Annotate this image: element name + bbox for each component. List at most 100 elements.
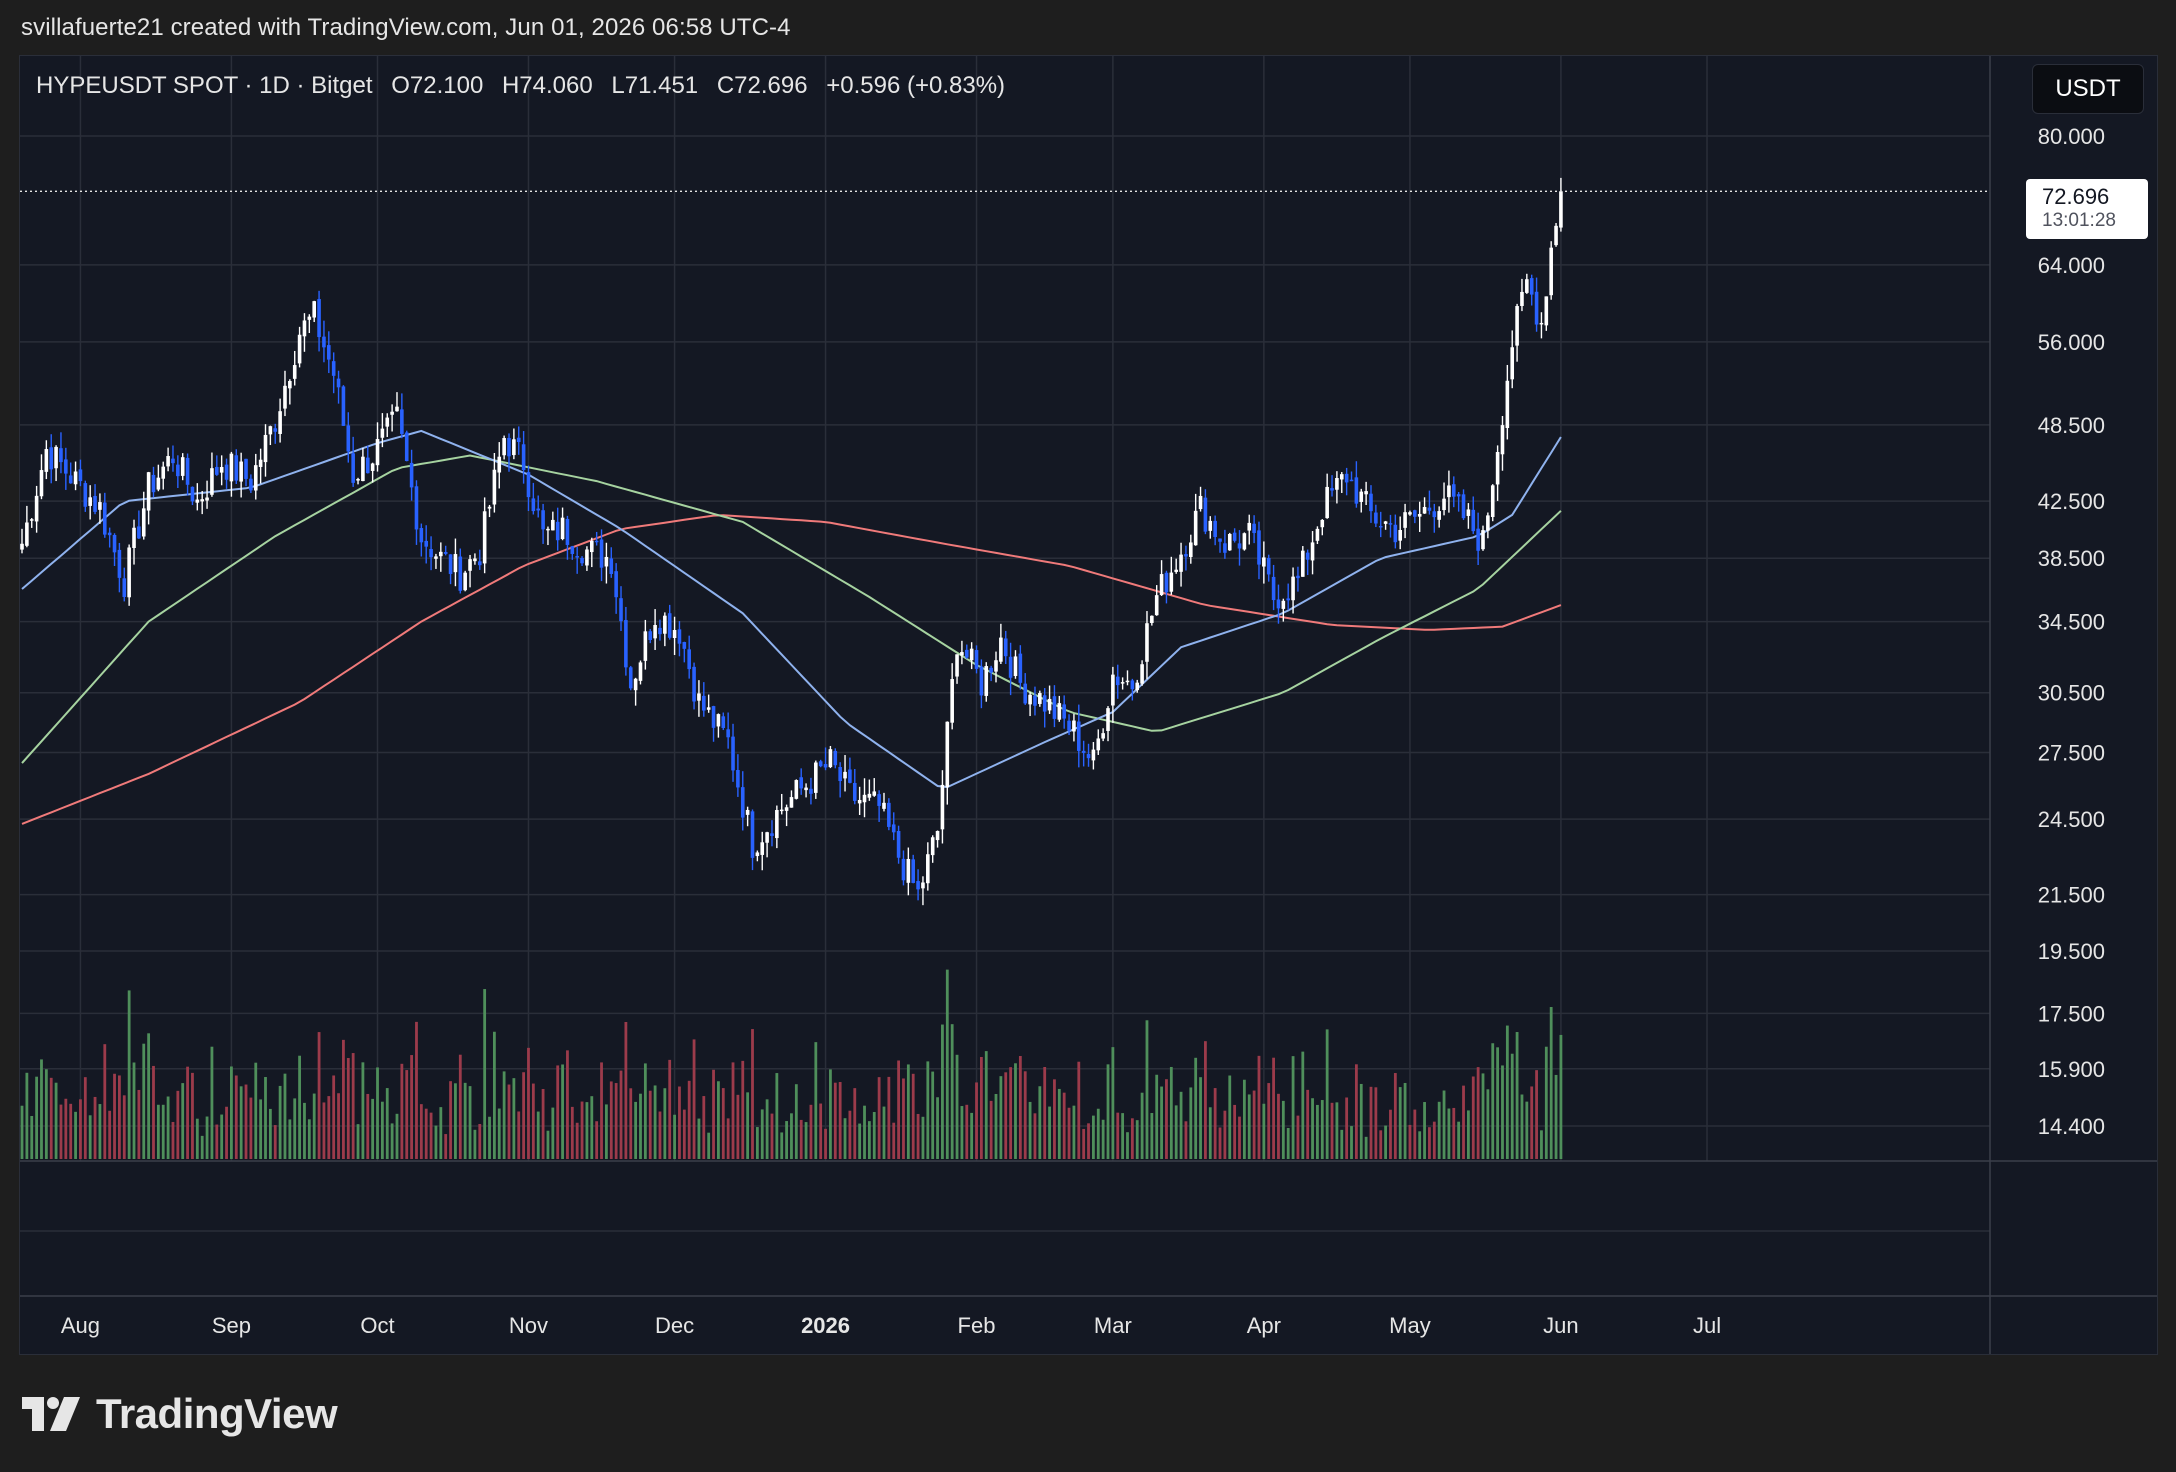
candle-body	[297, 334, 302, 364]
volume-bar	[259, 1099, 263, 1159]
volume-bar	[1549, 1007, 1553, 1159]
candle-body	[560, 517, 565, 540]
volume-bar	[570, 1106, 574, 1159]
candle-body	[848, 769, 852, 783]
volume-bar	[225, 1106, 228, 1159]
volume-bar	[1359, 1083, 1363, 1159]
candle-body	[302, 320, 307, 337]
volume-bar	[1296, 1115, 1300, 1159]
candle-body	[1486, 515, 1490, 531]
candle-body	[921, 882, 925, 889]
volume-bar	[1354, 1064, 1358, 1159]
candle-body	[477, 561, 482, 566]
volume-bar	[288, 1119, 292, 1159]
volume-bar	[770, 1113, 774, 1159]
candle-body	[492, 469, 497, 505]
candle-body	[1291, 576, 1295, 601]
volume-bar	[541, 1089, 545, 1159]
volume-bar	[858, 1123, 862, 1159]
candle-body	[73, 471, 78, 485]
candle-body	[1106, 708, 1110, 731]
candle-body	[960, 652, 964, 656]
candle-body	[419, 528, 424, 543]
tradingview-brand[interactable]: TradingView	[22, 1390, 338, 1438]
volume-bar	[512, 1078, 516, 1159]
volume-bar	[230, 1066, 233, 1159]
volume-bar	[278, 1085, 282, 1159]
volume-bar	[551, 1107, 555, 1159]
volume-bar	[1418, 1131, 1422, 1159]
candle-body	[1427, 507, 1432, 511]
volume-bar	[712, 1069, 715, 1159]
currency-button[interactable]: USDT	[2032, 64, 2144, 114]
volume-bar	[1238, 1116, 1241, 1159]
candle-body	[779, 809, 784, 812]
volume-bar	[332, 1075, 336, 1159]
candle-body	[882, 802, 886, 809]
volume-bar	[595, 1121, 599, 1159]
candle-body	[1461, 494, 1466, 519]
volume-bar	[1242, 1079, 1246, 1159]
candle-body	[1232, 532, 1237, 541]
candle-body	[979, 666, 984, 696]
candle-body	[1271, 576, 1276, 601]
volume-bar	[118, 1075, 121, 1159]
volume-bar	[975, 1082, 978, 1159]
candle-body	[1315, 528, 1320, 541]
close-value: C72.696	[716, 72, 808, 99]
volume-bar	[546, 1130, 550, 1159]
candle-body	[809, 788, 813, 794]
candle-body	[117, 549, 122, 578]
volume-bar	[663, 1088, 667, 1159]
volume-bar	[1530, 1086, 1534, 1159]
volume-bar	[580, 1101, 584, 1159]
candle-body	[1417, 513, 1422, 517]
volume-bar	[746, 1092, 750, 1159]
price-chart[interactable]: 80.000 64.000 56.000 48.500 42.500 38.500 34.5…	[20, 56, 2157, 1354]
candle-body	[1018, 653, 1023, 683]
chart-panel[interactable]: 80.000 64.000 56.000 48.500 42.500 38.500 34.5…	[19, 55, 2158, 1355]
volume-bar	[1452, 1107, 1456, 1159]
volume-bar	[1335, 1102, 1339, 1159]
candle-body	[1398, 529, 1403, 541]
candle-body	[502, 438, 506, 456]
candle-body	[336, 378, 341, 388]
candle-body	[229, 453, 234, 482]
candle-body	[400, 409, 404, 434]
volume-bar	[1018, 1056, 1022, 1159]
candle-body	[1174, 569, 1178, 572]
volume-bar	[950, 1024, 954, 1159]
x-tick-label: Jun	[1543, 1313, 1578, 1338]
x-tick-label: Dec	[655, 1313, 694, 1338]
volume-bar	[897, 1060, 900, 1159]
y-tick-label: 27.500	[2038, 740, 2105, 765]
candle-body	[750, 811, 755, 858]
candle-body	[434, 556, 438, 559]
candle-body	[1437, 511, 1441, 520]
candle-body	[1072, 720, 1076, 732]
candle-body	[721, 716, 726, 728]
candle-body	[268, 426, 273, 435]
volume-bar	[1501, 1065, 1504, 1159]
open-value: O72.100	[391, 72, 484, 99]
volume-bar	[760, 1109, 764, 1159]
volume-bar	[1213, 1088, 1217, 1159]
symbol-name[interactable]: HYPEUSDT SPOT · 1D · Bitget	[36, 72, 373, 99]
volume-bar	[1057, 1088, 1061, 1159]
candle-body	[1320, 519, 1325, 528]
volume-bar	[1442, 1090, 1446, 1159]
volume-bar	[478, 1123, 482, 1159]
volume-bar	[799, 1119, 803, 1159]
volume-bar	[863, 1105, 866, 1159]
candle-body	[877, 794, 881, 806]
candle-body	[1456, 494, 1461, 497]
volume-bar	[527, 1047, 530, 1159]
y-tick-label: 80.000	[2038, 124, 2105, 149]
volume-bar	[1466, 1110, 1470, 1159]
x-tick-label: Feb	[958, 1313, 996, 1338]
candle-body	[570, 546, 575, 554]
volume-bar	[1204, 1041, 1207, 1159]
volume-bar	[1398, 1087, 1402, 1159]
volume-bar	[502, 1071, 506, 1159]
candle-body	[1281, 600, 1286, 609]
